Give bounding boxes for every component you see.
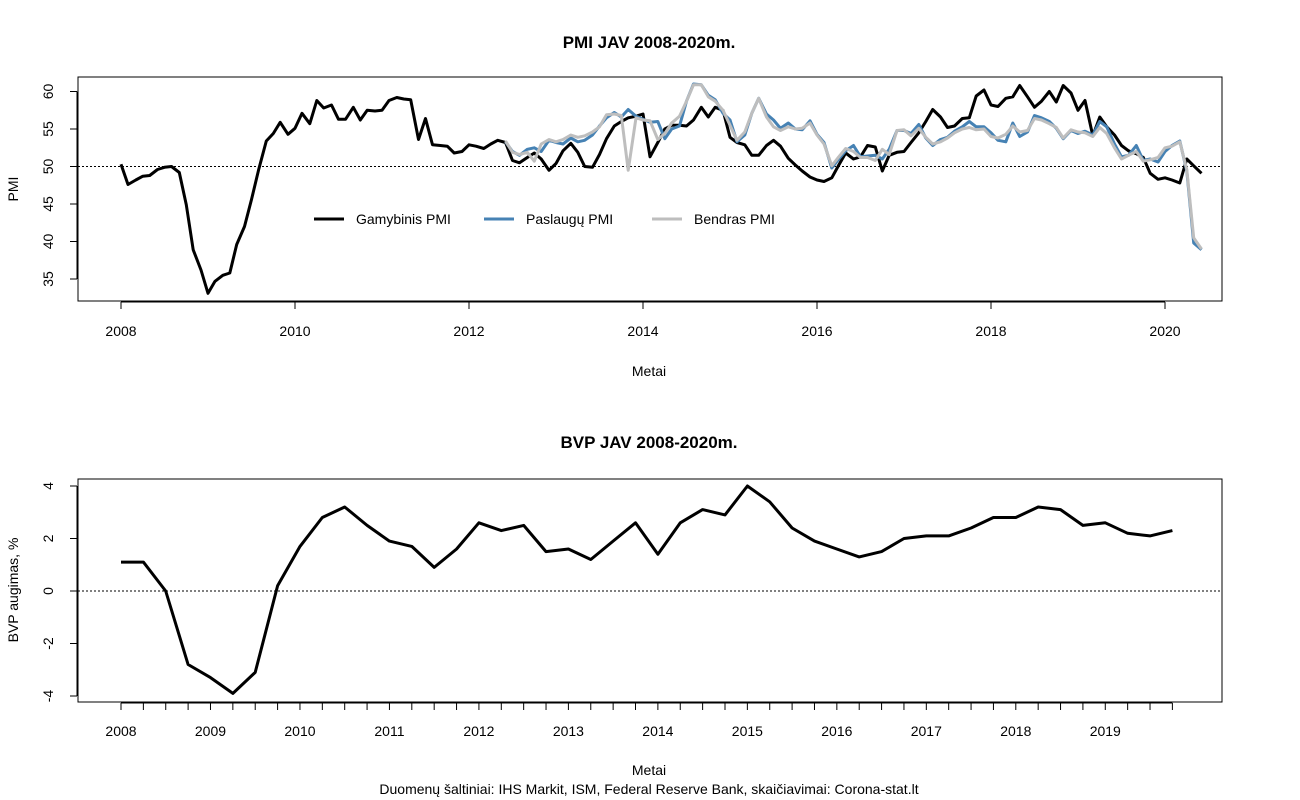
pmi-x-tick-label: 2016 xyxy=(801,323,832,339)
gdp-series-line xyxy=(121,484,1173,695)
pmi-x-axis-label: Metai xyxy=(632,363,666,379)
pmi-chart: PMI JAV 2008-2020m. 2008 2010 2012 2014 2016… xyxy=(5,33,1223,379)
gdp-y-axis-label: BVP augimas, % xyxy=(5,538,21,643)
gdp-y-tick-label: 4 xyxy=(40,482,56,490)
pmi-y-tick-label: 50 xyxy=(40,159,56,175)
gdp-x-tick-label: 2009 xyxy=(195,723,226,739)
source-note: Duomenų šaltiniai: IHS Markit, ISM, Fede… xyxy=(379,781,918,797)
pmi-y-tick-label: 45 xyxy=(40,196,56,212)
legend-label-paslaugu: Paslaugų PMI xyxy=(526,211,613,227)
pmi-x-tick-label: 2008 xyxy=(105,323,136,339)
pmi-y-tick-label: 40 xyxy=(40,234,56,250)
gdp-x-tick-label: 2013 xyxy=(553,723,584,739)
gdp-x-tick-label: 2016 xyxy=(821,723,852,739)
legend-label-gamybinis: Gamybinis PMI xyxy=(356,211,451,227)
gdp-x-tick-label: 2011 xyxy=(374,723,404,739)
pmi-y-tick-label: 55 xyxy=(40,121,56,137)
pmi-y-axis-label: PMI xyxy=(5,177,21,202)
pmi-chart-title: PMI JAV 2008-2020m. xyxy=(563,33,736,52)
gdp-y-tick-label: -4 xyxy=(40,690,56,703)
gdp-x-tick-label: 2008 xyxy=(105,723,136,739)
pmi-x-tick-label: 2010 xyxy=(279,323,310,339)
gdp-y-tick-label: 2 xyxy=(40,534,56,542)
pmi-plot-frame xyxy=(77,76,1223,302)
pmi-legend: Gamybinis PMI Paslaugų PMI Bendras PMI xyxy=(314,211,775,227)
gdp-x-tick-label: 2012 xyxy=(463,723,494,739)
gdp-x-tick-label: 2017 xyxy=(911,723,942,739)
gdp-x-tick-label: 2014 xyxy=(642,723,673,739)
gdp-y-tick-label: 0 xyxy=(40,587,56,595)
pmi-y-tick-label: 35 xyxy=(40,271,56,287)
gdp-x-tick-label: 2015 xyxy=(732,723,763,739)
gdp-x-axis-label: Metai xyxy=(632,762,666,778)
gdp-chart: BVP JAV 2008-2020m. 2008 2009 2010 2011 2012… xyxy=(5,433,1223,778)
gdp-series-group xyxy=(121,484,1173,695)
pmi-y-tick-label: 60 xyxy=(40,84,56,100)
pmi-x-tick-label: 2018 xyxy=(975,323,1006,339)
gdp-y-axis: -4 -2 0 2 4 xyxy=(40,482,78,703)
legend-label-bendras: Bendras PMI xyxy=(694,211,775,227)
gdp-y-tick-label: -2 xyxy=(40,637,56,650)
gdp-x-tick-label: 2019 xyxy=(1090,723,1121,739)
pmi-x-tick-label: 2012 xyxy=(453,323,484,339)
pmi-series-group xyxy=(119,82,1203,295)
gdp-x-axis: 2008 2009 2010 2011 2012 2013 2014 2015 2016 2017… xyxy=(105,702,1173,739)
gdp-chart-title: BVP JAV 2008-2020m. xyxy=(560,433,737,452)
pmi-y-axis: 35 40 45 50 55 60 xyxy=(40,84,78,287)
pmi-series-line-bendras-pmi xyxy=(504,83,1203,250)
pmi-x-tick-label: 2020 xyxy=(1149,323,1180,339)
pmi-x-tick-label: 2014 xyxy=(627,323,658,339)
gdp-x-tick-label: 2018 xyxy=(1000,723,1031,739)
pmi-x-axis: 2008 2010 2012 2014 2016 2018 2020 xyxy=(105,301,1181,339)
gdp-x-tick-label: 2010 xyxy=(284,723,315,739)
